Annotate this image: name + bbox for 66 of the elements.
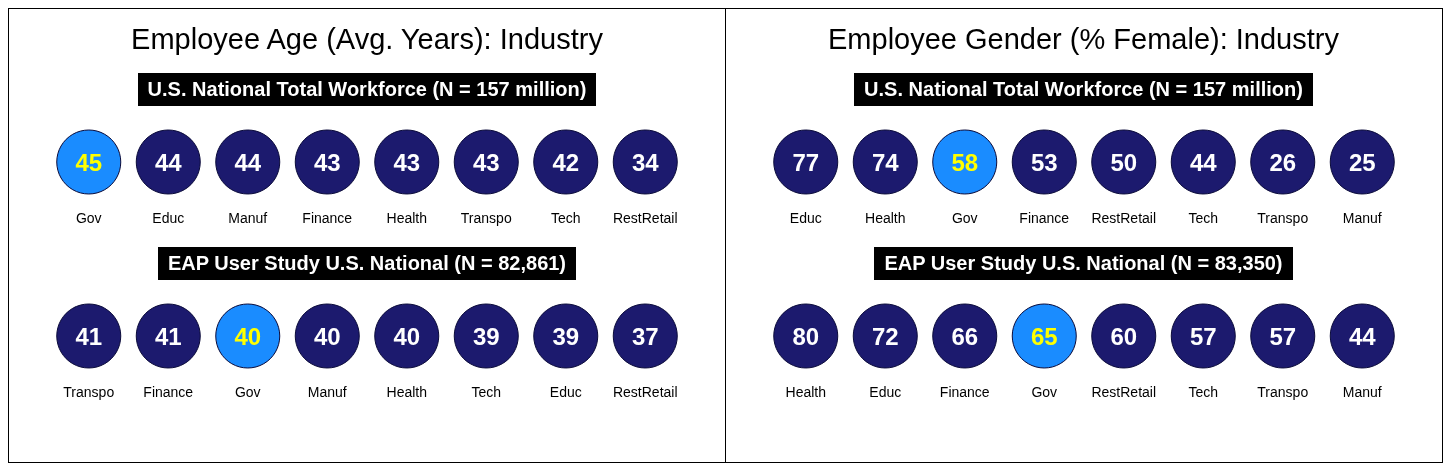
category-label: Gov: [1030, 384, 1057, 400]
category-label: Transpo: [1256, 384, 1308, 400]
category-label: Educ: [549, 384, 582, 400]
category-label: Gov: [75, 210, 102, 226]
data-label: 45: [75, 148, 103, 176]
category-label: RestRetail: [612, 210, 678, 226]
panel-frame: Employee Age (Avg. Years): Industry U.S. National Total Workforce (N = 157 million) Gov Educ Manuf Finance Health Transpo Tech RestRetail 45 44 44 43 43 43 42 34 EAP User Study U.S. National (N = 82,861) Transpo Finance Gov Manuf Health Tech Educ RestRetail 41 41 40 40 40 39 39 37: [8, 8, 726, 463]
category-label: Tech: [1187, 210, 1218, 226]
category-label: Finance: [302, 210, 353, 226]
category-label: Gov: [951, 210, 978, 226]
data-label: 50: [1109, 148, 1137, 176]
data-label: 80: [791, 322, 819, 350]
data-label: 39: [472, 322, 500, 350]
category-label: Health: [864, 210, 905, 226]
data-label: 53: [1030, 148, 1058, 176]
category-label: Transpo: [460, 210, 512, 226]
data-label: 37: [631, 322, 659, 350]
data-label: 57: [1189, 322, 1217, 350]
category-label: Transpo: [63, 384, 115, 400]
data-label: 44: [1348, 322, 1376, 350]
data-label: 57: [1268, 322, 1296, 350]
panel-frame: Employee Gender (% Female): Industry U.S. National Total Workforce (N = 157 million) Educ Health Gov Finance RestRetail Tech Transpo Manuf 77 74 58 53 50 44 26 25 EAP User Study U.S. National (N = 83,350) Health Educ Finance Gov RestRetail Tech Transpo Manuf 80 72 66 65 60 57 57 44: [724, 8, 1443, 463]
category-label: Health: [386, 384, 427, 400]
data-label: 41: [75, 322, 103, 350]
category-label: RestRetail: [1090, 384, 1156, 400]
data-label: 40: [393, 322, 421, 350]
data-label: 42: [552, 148, 580, 176]
data-label: 43: [472, 148, 500, 176]
category-label: Tech: [550, 210, 581, 226]
data-label: 60: [1109, 322, 1137, 350]
category-label: RestRetail: [1090, 210, 1156, 226]
category-label: Health: [386, 210, 427, 226]
data-label: 40: [234, 322, 262, 350]
data-label: 58: [950, 148, 978, 176]
category-label: Finance: [939, 384, 990, 400]
category-label: Finance: [1018, 210, 1069, 226]
data-label: 25: [1348, 148, 1376, 176]
data-label: 44: [234, 148, 262, 176]
category-label: Educ: [868, 384, 901, 400]
category-label: Transpo: [1256, 210, 1308, 226]
data-label: 66: [950, 322, 978, 350]
data-label: 26: [1268, 148, 1296, 176]
category-label: Manuf: [228, 210, 268, 226]
category-label: Tech: [471, 384, 502, 400]
data-label: 40: [313, 322, 341, 350]
data-label: 44: [1189, 148, 1217, 176]
data-label: 39: [552, 322, 580, 350]
category-label: Finance: [143, 384, 194, 400]
data-label: 43: [393, 148, 421, 176]
data-label: 77: [791, 148, 819, 176]
data-label: 41: [154, 322, 182, 350]
category-label: Health: [785, 384, 826, 400]
category-label: Gov: [234, 384, 261, 400]
category-label: Educ: [789, 210, 822, 226]
category-label: Manuf: [1342, 384, 1382, 400]
category-label: Educ: [152, 210, 185, 226]
category-label: RestRetail: [612, 384, 678, 400]
data-label: 65: [1030, 322, 1058, 350]
category-label: Manuf: [307, 384, 347, 400]
category-label: Manuf: [1342, 210, 1382, 226]
data-label: 72: [871, 322, 899, 350]
data-label: 44: [154, 148, 183, 176]
data-label: 34: [631, 148, 660, 176]
data-label: 43: [313, 148, 341, 176]
data-label: 74: [871, 148, 899, 176]
category-label: Tech: [1187, 384, 1218, 400]
